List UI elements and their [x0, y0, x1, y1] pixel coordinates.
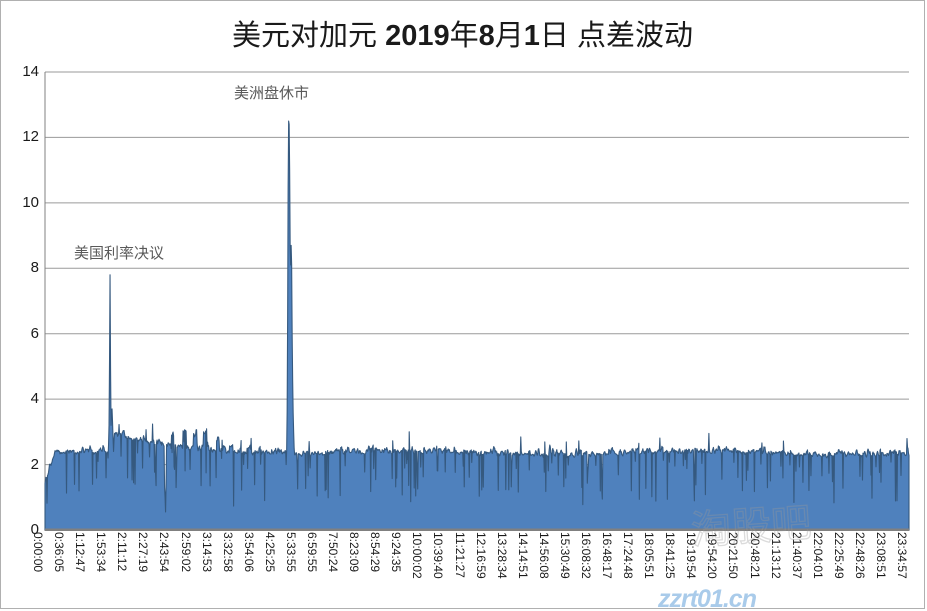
svg-text:zzrt01.cn: zzrt01.cn [657, 585, 757, 609]
svg-text:淘股吧: 淘股吧 [691, 501, 813, 553]
